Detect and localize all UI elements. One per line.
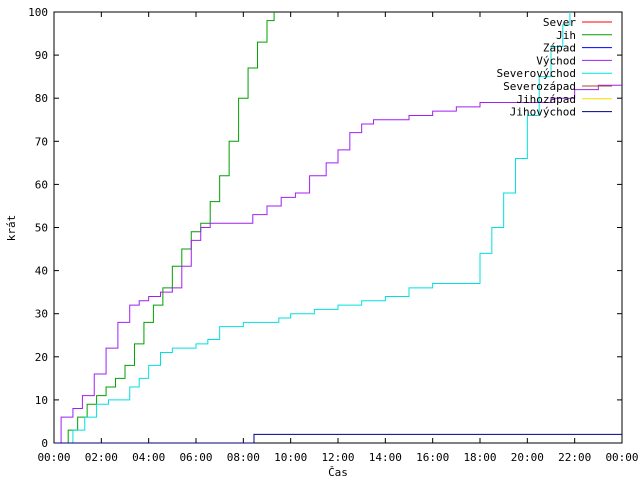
x-axis-label: Čas xyxy=(328,466,348,479)
legend-label-jihozápad: Jihozápad xyxy=(516,93,576,106)
x-tick-label: 04:00 xyxy=(132,451,165,464)
legend-label-jihovýchod: Jihovýchod xyxy=(510,106,576,119)
series-line-severovýchod xyxy=(63,12,571,444)
series-lines xyxy=(54,12,622,444)
y-tick-label: 80 xyxy=(35,92,48,105)
y-tick-label: 60 xyxy=(35,178,48,191)
legend-label-východ: Východ xyxy=(536,54,576,67)
x-tick-label: 08:00 xyxy=(227,451,260,464)
y-tick-label: 40 xyxy=(35,265,48,278)
legend-label-severovýchod: Severovýchod xyxy=(497,67,576,80)
y-tick-label: 70 xyxy=(35,135,48,148)
x-tick-label: 00:00 xyxy=(605,451,638,464)
y-axis-label: krát xyxy=(5,215,18,242)
series-line-jih xyxy=(61,12,275,444)
x-tick-label: 10:00 xyxy=(274,451,307,464)
x-tick-label: 14:00 xyxy=(369,451,402,464)
y-tick-label: 0 xyxy=(41,437,48,450)
x-tick-label: 06:00 xyxy=(179,451,212,464)
y-tick-label: 100 xyxy=(28,6,48,19)
legend: SeverJihZápadVýchodSeverovýchodSeverozáp… xyxy=(497,16,612,119)
legend-label-jih: Jih xyxy=(556,29,576,42)
axis-ticks: 00:00 02:00 04:00 06:00 08:00 10:00 12:00 14:00… xyxy=(28,6,638,464)
y-tick-label: 50 xyxy=(35,222,48,235)
y-tick-label: 30 xyxy=(35,308,48,321)
legend-label-severozápad: Severozápad xyxy=(503,80,576,93)
series-line-východ xyxy=(54,84,622,444)
series-line-jihovýchod xyxy=(54,433,622,444)
x-tick-label: 16:00 xyxy=(416,451,449,464)
legend-label-sever: Sever xyxy=(543,16,576,29)
y-tick-label: 90 xyxy=(35,49,48,62)
y-tick-label: 20 xyxy=(35,351,48,364)
x-tick-label: 00:00 xyxy=(37,451,70,464)
y-tick-label: 10 xyxy=(35,394,48,407)
x-tick-label: 02:00 xyxy=(85,451,118,464)
legend-label-západ: Západ xyxy=(543,42,576,55)
x-tick-label: 22:00 xyxy=(558,451,591,464)
x-tick-label: 18:00 xyxy=(463,451,496,464)
x-tick-label: 12:00 xyxy=(321,451,354,464)
x-tick-label: 20:00 xyxy=(511,451,544,464)
